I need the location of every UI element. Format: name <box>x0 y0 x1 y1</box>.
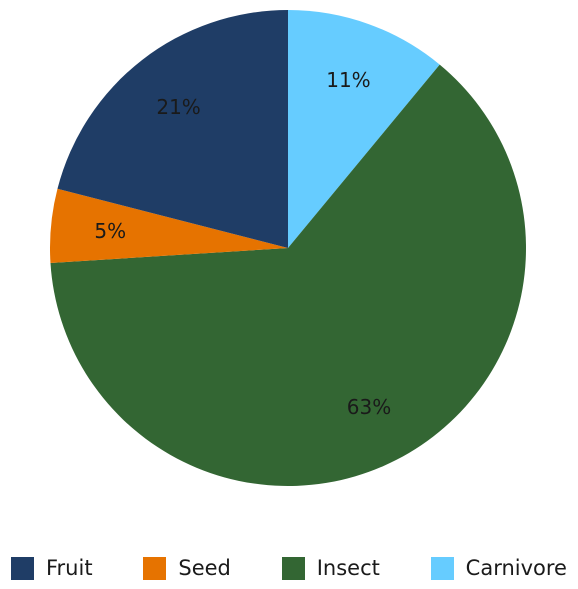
pie-slice-carnivore <box>288 10 440 248</box>
pie-label-fruit: 21% <box>156 95 200 119</box>
pie-slices <box>50 10 527 486</box>
legend-item-carnivore: Carnivore <box>430 556 567 580</box>
pie-label-carnivore: 11% <box>326 68 370 92</box>
legend-label-fruit: Fruit <box>46 556 93 580</box>
legend-item-insect: Insect <box>281 556 380 580</box>
legend-item-seed: Seed <box>143 556 231 580</box>
legend-swatch-insect <box>281 556 305 580</box>
legend-label-carnivore: Carnivore <box>465 556 567 580</box>
legend-label-seed: Seed <box>178 556 231 580</box>
legend-item-fruit: Fruit <box>11 556 93 580</box>
pie-labels: 11% 63% 5% 21% <box>94 68 391 419</box>
legend-swatch-seed <box>143 556 167 580</box>
pie-chart: 11% 63% 5% 21% <box>50 10 527 486</box>
pie-label-seed: 5% <box>94 219 126 243</box>
pie-slice-seed <box>50 188 289 263</box>
pie-label-insect: 63% <box>347 395 391 419</box>
pie-slice-fruit <box>57 10 289 248</box>
legend-swatch-carnivore <box>430 556 454 580</box>
legend: Fruit Seed Insect Carnivore <box>0 552 578 584</box>
legend-swatch-fruit <box>11 556 34 580</box>
pie-slice-insect <box>50 64 527 486</box>
legend-label-insect: Insect <box>316 556 380 580</box>
